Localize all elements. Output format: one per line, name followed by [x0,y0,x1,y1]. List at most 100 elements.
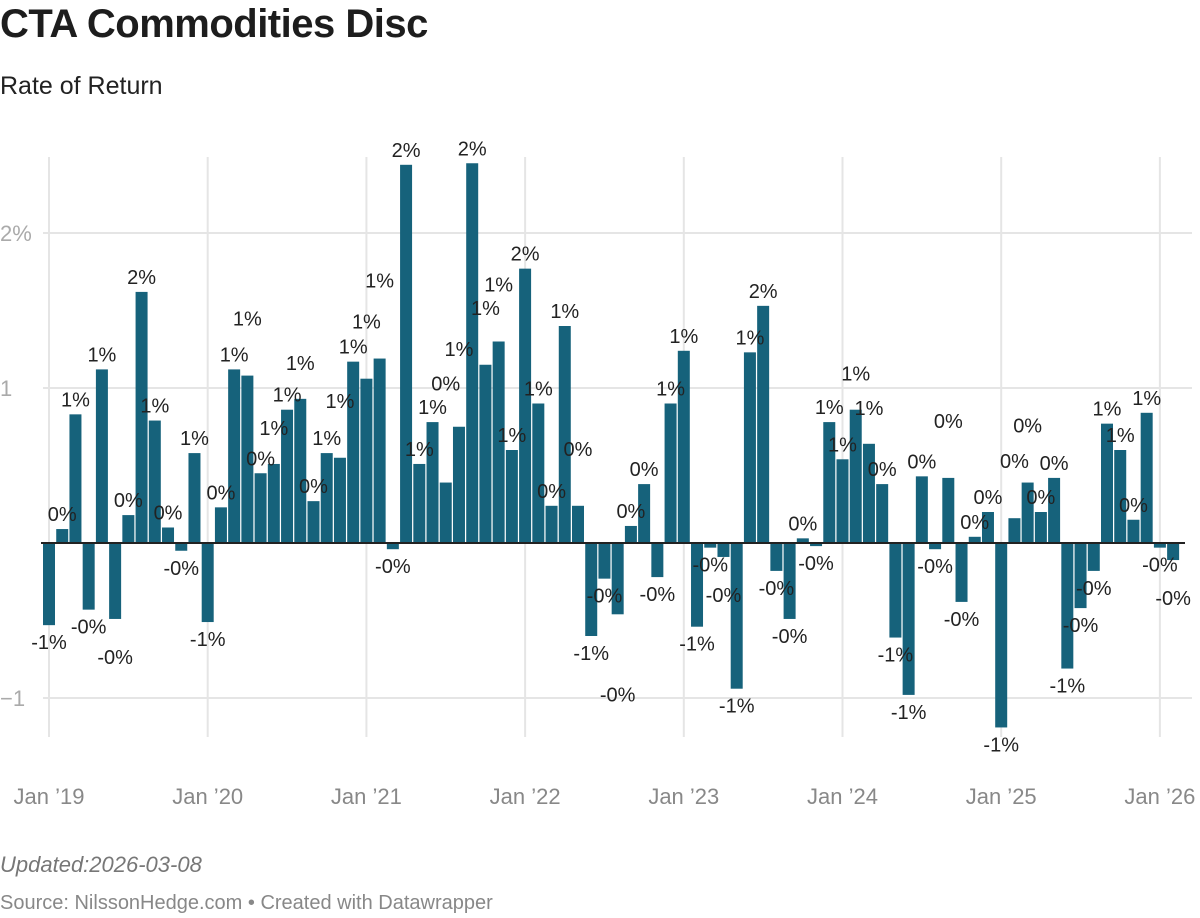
data-label: 1% [273,385,302,407]
data-label: -1% [31,632,67,654]
bar [902,543,915,695]
data-label: 1% [735,327,764,349]
bar [942,477,955,543]
x-tick-label: Jan ’24 [807,784,878,809]
data-label: 0% [246,448,275,470]
data-label: 1% [286,353,315,375]
data-label: 0% [564,439,593,461]
data-label: 0% [1040,453,1069,475]
data-label: 2% [749,281,778,303]
bar [1008,518,1021,543]
bar [386,543,399,550]
x-tick-label: Jan ’23 [648,784,719,809]
bar [109,543,122,619]
data-label: -0% [640,584,676,606]
data-label: 0% [537,481,566,503]
data-label: 1% [352,312,381,334]
y-tick-label: −1 [0,686,25,711]
bar [1087,543,1100,571]
bar [651,543,664,578]
bar [810,543,823,547]
bar [862,443,875,543]
data-label: 0% [1013,416,1042,438]
bar [611,543,624,615]
bar [479,364,492,543]
bar [717,543,730,557]
data-label: 1% [339,337,368,359]
data-label: 1% [484,275,513,297]
data-label: 2% [458,138,487,160]
bar [466,163,479,543]
bar [56,529,69,543]
data-label: 1% [445,339,474,361]
data-label: 0% [1119,495,1148,517]
bar [228,369,241,543]
bar [492,341,505,543]
bar [294,398,307,543]
data-label: 1% [180,428,209,450]
data-label: 1% [1106,425,1135,447]
data-label: 1% [1132,388,1161,410]
x-tick-label: Jan ’20 [172,784,243,809]
data-label: 0% [48,504,77,526]
data-label: 1% [87,344,116,366]
bar [439,482,452,543]
bar-chart: 2% 1 −1 Jan ’19 Jan ’20 Jan ’21 Jan ’22 Jan ’2… [0,138,1195,809]
data-label: 1% [854,398,883,420]
data-label: 1% [828,434,857,456]
bar [1074,543,1087,609]
data-label: 1% [405,439,434,461]
data-label: -0% [1063,615,1099,637]
data-label: 0% [206,482,235,504]
data-label: 0% [788,513,817,535]
bar [836,459,849,543]
x-tick-label: Jan ’21 [331,784,402,809]
bar [743,352,756,543]
bar [889,543,902,638]
data-label: -1% [719,696,755,718]
bar [730,543,743,689]
x-tick-label: Jan ’22 [490,784,561,809]
bar [162,527,175,543]
bar [452,426,465,543]
data-label: 0% [630,459,659,481]
bar [981,512,994,543]
x-tick-label: Jan ’26 [1124,784,1195,809]
data-label: 1% [1093,399,1122,421]
data-label: -1% [573,643,609,665]
source-credit: Source: NilssonHedge.com • Created with … [0,892,493,914]
data-label: -1% [1050,676,1086,698]
bar [69,414,82,543]
bar [519,268,532,543]
bar [307,501,320,543]
data-label: -0% [772,626,808,648]
data-label: 2% [392,140,421,162]
data-label: -0% [163,558,199,580]
bar [267,463,280,543]
data-label: 1% [220,344,249,366]
data-label: 1% [140,396,169,418]
data-label: 1% [418,397,447,419]
data-label: 2% [511,244,540,266]
bar [664,403,677,543]
bar [1101,423,1113,543]
bar [1140,412,1153,543]
bars [43,163,1180,728]
data-label: 1% [233,309,262,331]
data-label: -0% [798,553,834,575]
bar [426,422,439,543]
bar [281,409,294,543]
data-label: 1% [815,397,844,419]
bar [968,536,981,543]
data-label: -0% [600,684,636,706]
bar [1048,477,1061,543]
bar [585,543,598,636]
bar [254,473,267,543]
data-label: -0% [759,578,795,600]
data-label: 1% [325,391,354,413]
bar [201,543,214,623]
data-label: 1% [550,301,579,323]
bar [360,378,373,543]
bar [823,422,836,543]
bar [373,358,386,543]
